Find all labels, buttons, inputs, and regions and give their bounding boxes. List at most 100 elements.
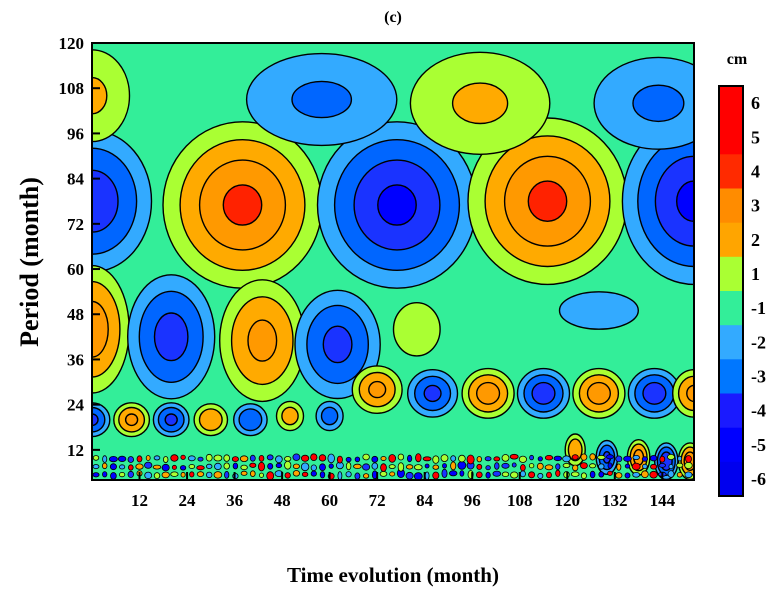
short-period-cell bbox=[492, 470, 502, 477]
short-period-cell bbox=[415, 453, 422, 463]
short-period-cell bbox=[537, 456, 543, 462]
short-period-cell bbox=[284, 456, 292, 462]
contour-blob bbox=[162, 121, 323, 289]
contour-blob bbox=[621, 117, 694, 286]
colorbar-cell bbox=[719, 291, 743, 326]
short-period-cell bbox=[607, 470, 613, 476]
short-period-cell bbox=[214, 462, 222, 470]
short-period-cell bbox=[397, 453, 405, 461]
contour-blob bbox=[218, 279, 306, 403]
short-period-cell bbox=[544, 455, 554, 461]
short-period-cell bbox=[102, 455, 108, 463]
short-period-cell bbox=[641, 456, 649, 462]
short-period-cell bbox=[676, 472, 683, 478]
short-period-cell bbox=[422, 456, 432, 462]
short-period-cell bbox=[632, 471, 641, 478]
short-period-cell bbox=[649, 455, 658, 462]
contour-blob bbox=[672, 369, 694, 418]
x-axis-title: Time evolution (month) bbox=[287, 563, 499, 587]
x-tick-label: 60 bbox=[321, 491, 338, 510]
short-period-cell bbox=[232, 462, 239, 470]
colorbar-cell bbox=[719, 222, 743, 258]
short-period-cell bbox=[650, 463, 658, 470]
short-period-cell bbox=[127, 456, 134, 463]
colorbar-cell bbox=[719, 359, 743, 394]
short-period-cell bbox=[267, 462, 274, 470]
contour-blob bbox=[461, 367, 515, 419]
contour-level bbox=[198, 408, 223, 432]
contour-level bbox=[642, 381, 667, 405]
short-period-cell bbox=[231, 456, 239, 463]
contour-level bbox=[377, 184, 417, 226]
short-period-cell bbox=[476, 456, 482, 463]
short-period-cell bbox=[92, 455, 100, 461]
short-period-cell bbox=[153, 455, 161, 461]
contour-level bbox=[92, 49, 131, 143]
contour-level bbox=[558, 291, 640, 330]
short-period-cell bbox=[292, 453, 301, 461]
short-period-cell bbox=[555, 469, 561, 477]
chart-title: (c) bbox=[384, 9, 402, 26]
short-period-cell bbox=[328, 463, 334, 469]
contour-level bbox=[164, 413, 178, 427]
short-period-cell bbox=[205, 453, 213, 462]
short-period-cell bbox=[240, 470, 248, 476]
short-period-cell bbox=[170, 471, 179, 477]
y-tick-label: 24 bbox=[67, 396, 85, 415]
short-period-cell bbox=[432, 455, 440, 464]
short-period-cell bbox=[596, 454, 606, 460]
short-period-cell bbox=[413, 464, 423, 471]
short-period-cell bbox=[684, 461, 693, 469]
short-period-cell bbox=[197, 456, 204, 462]
short-period-cell bbox=[667, 470, 675, 478]
colorbar-labels: 6 5 4 3 2 1 -1 -2 -3 -4 -5 -6 bbox=[751, 93, 766, 489]
short-period-cell bbox=[275, 462, 283, 469]
contour-level bbox=[222, 184, 263, 226]
contour-blob bbox=[593, 56, 694, 150]
short-period-cell bbox=[432, 464, 440, 470]
short-period-cell bbox=[676, 462, 684, 468]
short-period-cell bbox=[353, 463, 362, 469]
colorbar-cell bbox=[719, 461, 743, 497]
short-period-cell bbox=[153, 472, 161, 480]
y-tick-label: 120 bbox=[59, 34, 85, 53]
short-period-cell bbox=[570, 471, 580, 477]
contour-blob bbox=[126, 274, 216, 400]
short-period-cell bbox=[345, 461, 352, 471]
colorbar-label: 2 bbox=[751, 230, 760, 250]
short-period-cell bbox=[362, 473, 370, 479]
short-period-cell bbox=[266, 471, 275, 480]
contour-level bbox=[476, 381, 501, 405]
colorbar-label: -1 bbox=[751, 298, 766, 318]
short-period-cell bbox=[518, 455, 528, 463]
short-period-cell bbox=[493, 456, 501, 462]
short-period-cell bbox=[188, 464, 195, 469]
short-period-cell bbox=[598, 471, 605, 478]
short-period-cell bbox=[544, 464, 554, 471]
short-period-cell bbox=[284, 472, 291, 479]
short-period-cell bbox=[310, 453, 318, 462]
short-period-cell bbox=[152, 464, 162, 470]
x-tick-label: 108 bbox=[507, 491, 533, 510]
short-period-cell bbox=[388, 454, 397, 463]
short-period-cell bbox=[310, 470, 317, 477]
colorbar-cells bbox=[719, 86, 743, 497]
contour-level bbox=[153, 312, 189, 362]
short-period-cell bbox=[249, 462, 257, 468]
short-period-cell bbox=[388, 464, 396, 470]
contour-level bbox=[676, 180, 694, 222]
colorbar-cell bbox=[719, 120, 743, 155]
short-period-cell bbox=[520, 464, 526, 472]
short-period-cell bbox=[371, 455, 379, 463]
y-tick-label: 48 bbox=[67, 305, 84, 324]
short-period-cell bbox=[659, 455, 666, 463]
contour-level bbox=[92, 413, 99, 427]
y-tick-label: 12 bbox=[67, 441, 84, 460]
contour-level bbox=[368, 380, 387, 399]
colorbar-label: 5 bbox=[751, 127, 760, 147]
colorbar-cell bbox=[719, 427, 743, 463]
y-tick-label: 72 bbox=[67, 215, 84, 234]
high-frequency-band bbox=[92, 453, 693, 480]
contour-blob bbox=[275, 400, 305, 432]
contour-blob bbox=[92, 129, 153, 273]
